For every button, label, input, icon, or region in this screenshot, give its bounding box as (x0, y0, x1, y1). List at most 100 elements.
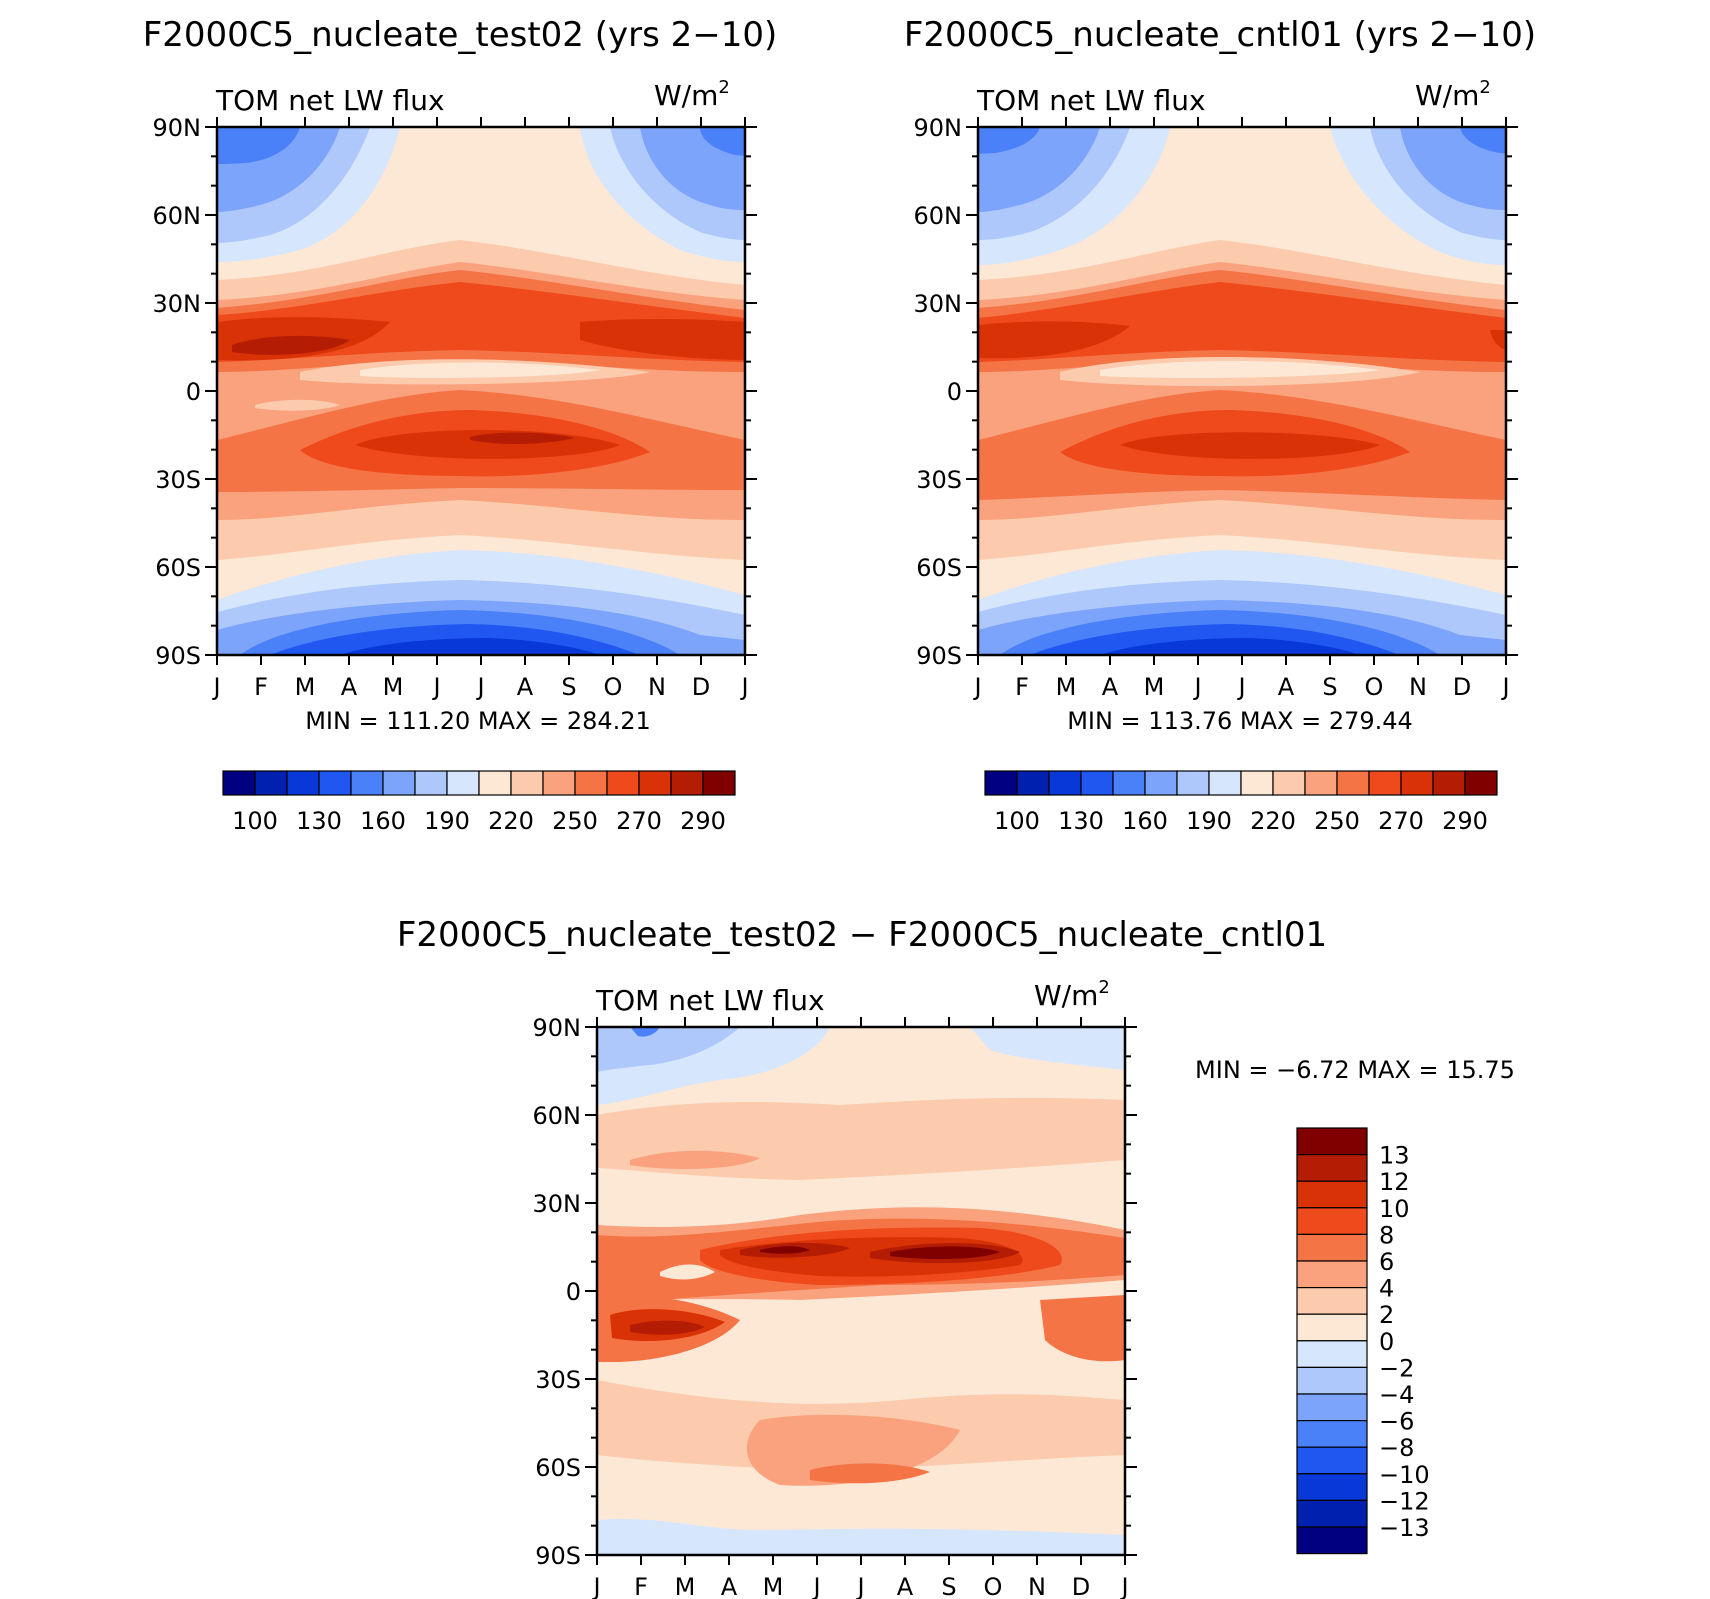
colorbar-swatch (1464, 770, 1498, 796)
x-tick-label: D (692, 673, 710, 701)
colorbar-swatch (1080, 770, 1114, 796)
colorbar-label: 8 (1379, 1221, 1394, 1249)
colorbar-label: 6 (1379, 1248, 1394, 1276)
x-tick-label: A (1102, 673, 1119, 701)
colorbar-label: 4 (1379, 1275, 1394, 1303)
colorbar-label: −8 (1379, 1434, 1414, 1462)
colorbar-label: 220 (488, 807, 534, 835)
colorbar-swatch (1432, 770, 1466, 796)
x-tick-label: S (1322, 673, 1337, 701)
colorbar-swatch (1304, 770, 1338, 796)
y-tick-label: 0 (947, 378, 962, 406)
x-tick-label: J (475, 673, 484, 701)
colorbar-label: −13 (1379, 1514, 1430, 1542)
colorbar-label: 250 (552, 807, 598, 835)
colorbar-swatch (1296, 1127, 1368, 1156)
x-tick-label: S (561, 673, 576, 701)
band-diff-13-a (760, 1246, 810, 1254)
band-max-south (470, 432, 575, 444)
colorbar-swatch (1112, 770, 1146, 796)
band-diff-6-se (1040, 1295, 1125, 1362)
x-tick-label: J (591, 1573, 600, 1599)
y-tick-label: 90S (155, 642, 201, 670)
unit-label-base: W/m (1415, 79, 1479, 112)
colorbar-swatch (1296, 1526, 1368, 1555)
y-tick-label: 0 (566, 1278, 581, 1306)
band-diff-neg0-right (970, 1027, 1125, 1070)
colorbar-swatch (446, 770, 480, 796)
x-tick-label: A (897, 1573, 914, 1599)
x-tick-label: A (341, 673, 358, 701)
band-290-north-left (978, 321, 1130, 359)
colorbar-swatch (350, 770, 384, 796)
y-tick-label: 30S (535, 1366, 581, 1394)
x-tick-label: A (1278, 673, 1295, 701)
x-tick-label: J (972, 673, 981, 701)
panel-title: F2000C5_nucleate_test02 (yrs 2−10) (143, 15, 778, 55)
y-tick-label: 90N (914, 114, 963, 142)
colorbar-label: 250 (1314, 807, 1360, 835)
colorbar-swatch (1368, 770, 1402, 796)
x-tick-label: A (721, 1573, 738, 1599)
band-north-100-left (217, 127, 300, 164)
panel-test: F2000C5_nucleate_test02 (yrs 2−10) TOM n… (143, 15, 778, 835)
x-tick-label: D (1072, 1573, 1090, 1599)
colorbar-swatch (1296, 1313, 1368, 1342)
colorbar-label: −4 (1379, 1381, 1414, 1409)
contour-field (978, 127, 1506, 655)
x-tick-label: F (254, 673, 268, 701)
x-tick-label: F (1015, 673, 1029, 701)
unit-label-sup: 2 (1479, 77, 1490, 98)
colorbar-swatch (1296, 1180, 1368, 1209)
colorbar-swatch (1144, 770, 1178, 796)
colorbar-swatch (670, 770, 704, 796)
y-tick-label: 60N (914, 202, 963, 230)
contour-field (597, 1027, 1125, 1555)
colorbar-swatch (1296, 1393, 1368, 1422)
colorbar-swatch (1296, 1153, 1368, 1182)
y-tick-label: 30S (916, 466, 962, 494)
colorbar-label: −10 (1379, 1461, 1430, 1489)
colorbar-swatch (510, 770, 544, 796)
unit-label-base: W/m (1034, 979, 1098, 1012)
colorbar: 100 130 160 190 220 250 270 290 (222, 770, 736, 835)
x-tick-label: M (675, 1573, 696, 1599)
y-tick-label: 60S (916, 554, 962, 582)
x-tick-label: S (941, 1573, 956, 1599)
left-label: TOM net LW flux (595, 984, 825, 1017)
x-tick-label: O (604, 673, 623, 701)
band-eq-190 (360, 362, 600, 378)
x-tick-label: J (211, 673, 220, 701)
colorbar-label: 160 (1122, 807, 1168, 835)
panel-title: F2000C5_nucleate_cntl01 (yrs 2−10) (904, 15, 1536, 55)
colorbar-label: 130 (296, 807, 342, 835)
x-tick-label: M (1056, 673, 1077, 701)
colorbar-label: 10 (1379, 1195, 1410, 1223)
y-tick-label: 0 (186, 378, 201, 406)
colorbar-swatch (382, 770, 416, 796)
band-280-north (978, 282, 1506, 362)
colorbar-swatch (1296, 1446, 1368, 1475)
colorbar-swatch (1336, 770, 1370, 796)
band-diff-13-b (890, 1246, 1000, 1260)
band-diff-neg2 (597, 1027, 740, 1072)
x-tick-label: J (1236, 673, 1245, 701)
y-tick-label: 30N (914, 290, 963, 318)
colorbar-swatch (1296, 1366, 1368, 1395)
band-north-100-right (1460, 127, 1506, 154)
y-tick-label: 60S (155, 554, 201, 582)
band-north-100-right (700, 127, 745, 156)
unit-label-sup: 2 (718, 77, 729, 98)
y-tick-label: 60N (153, 202, 202, 230)
colorbar-label: 190 (424, 807, 470, 835)
colorbar-swatch (606, 770, 640, 796)
colorbar-swatch (1048, 770, 1082, 796)
colorbar-label: 190 (1186, 807, 1232, 835)
colorbar-swatch (254, 770, 288, 796)
colorbar-label: 12 (1379, 1168, 1410, 1196)
band-diff-neg6 (630, 1027, 660, 1037)
colorbar-label: −12 (1379, 1487, 1430, 1515)
colorbar-swatch (702, 770, 736, 796)
